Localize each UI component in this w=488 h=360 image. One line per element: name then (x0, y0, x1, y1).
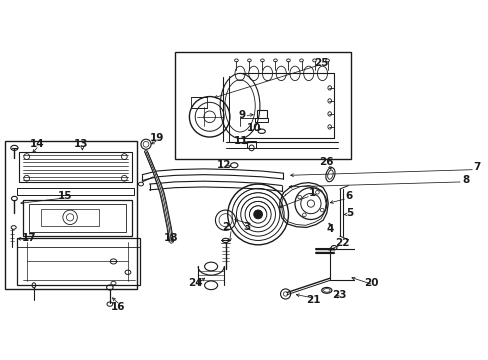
Bar (247, 141, 255, 148)
Text: 12: 12 (217, 160, 231, 170)
Text: 1: 1 (308, 188, 315, 198)
Circle shape (253, 210, 262, 219)
Bar (20, 152, 131, 182)
Text: 23: 23 (332, 291, 346, 301)
Bar (41, 209, 99, 226)
Text: 16: 16 (111, 302, 125, 312)
Text: 25: 25 (313, 58, 327, 68)
Bar (17, 188, 134, 195)
Bar (5, 141, 137, 289)
Text: 7: 7 (472, 162, 480, 172)
Text: 5: 5 (346, 208, 353, 218)
Text: 4: 4 (326, 224, 333, 234)
Text: 14: 14 (30, 139, 45, 149)
Bar (175, 52, 351, 159)
Text: 2: 2 (222, 222, 229, 233)
Bar (190, 97, 206, 108)
Text: 18: 18 (164, 233, 178, 243)
Text: 3: 3 (243, 222, 250, 233)
Text: 21: 21 (306, 295, 321, 305)
Bar (23, 200, 131, 236)
Text: 9: 9 (238, 110, 245, 120)
Text: 22: 22 (335, 238, 349, 248)
Bar (17, 238, 140, 285)
Text: 13: 13 (74, 139, 88, 149)
Text: 20: 20 (364, 278, 378, 288)
Text: 6: 6 (344, 192, 351, 201)
Text: 10: 10 (247, 123, 261, 132)
Text: 24: 24 (187, 278, 202, 288)
Text: 8: 8 (461, 175, 468, 185)
Text: 17: 17 (21, 233, 36, 243)
Text: 19: 19 (149, 134, 163, 144)
Bar (29, 204, 126, 232)
Text: 11: 11 (234, 136, 248, 146)
Text: 15: 15 (58, 192, 72, 201)
Bar (330, 249, 369, 279)
Bar (255, 117, 268, 122)
Bar (256, 110, 266, 117)
Text: 26: 26 (319, 157, 333, 167)
